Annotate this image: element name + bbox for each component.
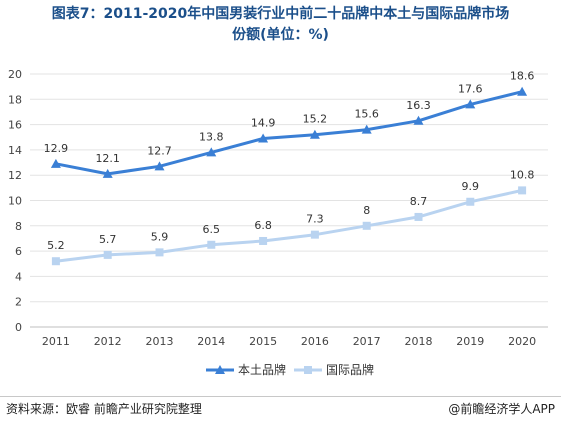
data-point-square <box>103 250 112 259</box>
data-label: 5.7 <box>99 233 117 246</box>
x-tick-label: 2014 <box>197 335 225 348</box>
data-label: 7.3 <box>306 213 324 226</box>
y-tick-label: 6 <box>15 245 22 258</box>
legend-label: 国际品牌 <box>326 363 374 377</box>
footer-divider <box>0 396 561 397</box>
data-point-triangle <box>309 129 320 139</box>
data-point-square <box>259 236 268 245</box>
data-point-triangle <box>258 133 269 143</box>
x-tick-label: 2019 <box>456 335 484 348</box>
x-tick-label: 2015 <box>249 335 277 348</box>
data-point-triangle <box>102 168 113 178</box>
data-label: 12.1 <box>95 152 120 165</box>
legend-marker-square <box>304 366 312 374</box>
data-label: 15.6 <box>354 108 379 121</box>
data-point-square <box>51 257 60 266</box>
data-label: 14.9 <box>251 117 276 130</box>
x-tick-label: 2020 <box>508 335 536 348</box>
y-tick-label: 2 <box>15 296 22 309</box>
y-tick-label: 8 <box>15 220 22 233</box>
chart-title: 图表7：2011-2020年中国男装行业中前二十品牌中本土与国际品牌市场 份额(… <box>0 4 561 46</box>
data-point-square <box>518 186 527 195</box>
chart-title-line2: 份额(单位：%) <box>232 27 329 43</box>
series-line <box>55 188 523 263</box>
data-label: 8 <box>363 204 370 217</box>
data-label: 5.9 <box>151 230 169 243</box>
data-point-triangle <box>206 147 217 157</box>
data-label: 12.7 <box>147 144 172 157</box>
credit-note: @前瞻经济学人APP <box>448 402 555 416</box>
data-label: 5.2 <box>47 239 65 252</box>
data-label: 8.7 <box>410 195 428 208</box>
data-point-square <box>310 230 319 239</box>
y-tick-label: 16 <box>8 119 22 132</box>
data-label: 15.2 <box>303 113 328 126</box>
y-tick-label: 20 <box>8 68 22 81</box>
x-tick-label: 2018 <box>405 335 433 348</box>
y-tick-label: 0 <box>15 321 22 334</box>
y-axis: 0 2 4 6 8 10 12 14 16 18 20 <box>8 68 22 334</box>
data-point-triangle <box>154 161 165 171</box>
data-label: 18.6 <box>510 70 535 83</box>
data-point-square <box>155 248 164 257</box>
data-label: 12.9 <box>44 142 69 155</box>
data-label: 17.6 <box>458 82 483 95</box>
data-point-square <box>362 221 371 230</box>
legend-marker-triangle <box>215 365 225 374</box>
data-point-square <box>207 240 216 249</box>
data-label: 9.9 <box>462 180 480 193</box>
x-tick-label: 2017 <box>353 335 381 348</box>
data-point-triangle <box>50 158 61 168</box>
data-point-triangle <box>517 86 528 96</box>
data-point-square <box>466 197 475 206</box>
x-tick-label: 2011 <box>42 335 70 348</box>
data-label: 6.5 <box>203 223 221 236</box>
data-label: 16.3 <box>406 99 431 112</box>
data-label: 6.8 <box>254 219 272 232</box>
data-label: 10.8 <box>510 168 535 181</box>
y-tick-label: 12 <box>8 169 22 182</box>
data-point-square <box>414 212 423 221</box>
data-point-triangle <box>465 99 476 109</box>
gridlines <box>30 73 548 328</box>
x-tick-label: 2012 <box>94 335 122 348</box>
series-layer: 12.9 12.1 12.7 13.8 14.9 15.2 15.6 16.3 17.6 18.6… <box>44 70 535 266</box>
series-line <box>55 90 523 176</box>
legend-label: 本土品牌 <box>238 363 286 377</box>
y-tick-label: 18 <box>8 93 22 106</box>
source-note: 资料来源：欧睿 前瞻产业研究院整理 <box>6 402 202 416</box>
x-tick-label: 2013 <box>146 335 174 348</box>
x-tick-label: 2016 <box>301 335 329 348</box>
data-point-triangle <box>361 124 372 134</box>
y-tick-label: 10 <box>8 195 22 208</box>
x-axis: 2011 2012 2013 2014 2015 2016 2017 2018 2019 2020 <box>42 335 536 348</box>
y-tick-label: 14 <box>8 144 22 157</box>
legend: 本土品牌 国际品牌 <box>206 363 374 377</box>
y-tick-label: 4 <box>15 270 22 283</box>
data-label: 13.8 <box>199 130 224 143</box>
chart-title-line1: 图表7：2011-2020年中国男装行业中前二十品牌中本土与国际品牌市场 <box>51 6 510 22</box>
data-point-triangle <box>413 115 424 125</box>
